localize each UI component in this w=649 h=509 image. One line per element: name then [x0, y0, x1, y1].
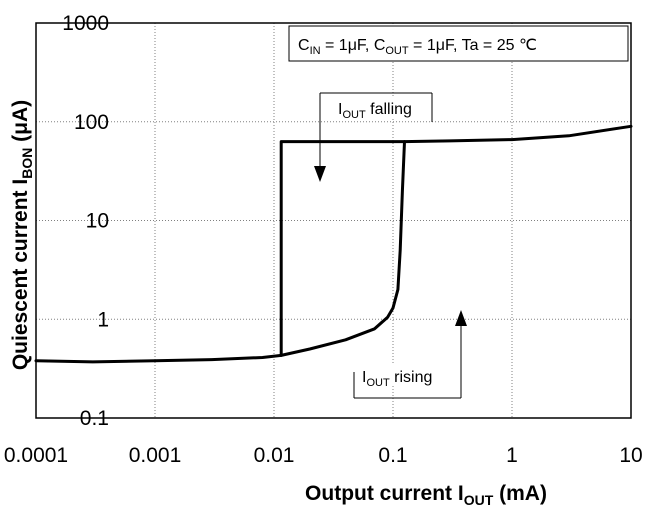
- series-line-rising: [34, 124, 633, 364]
- x-tick-label: 0.001: [129, 444, 182, 467]
- y-axis-title-sub: BON: [19, 148, 35, 179]
- rising-arrow-head: [455, 310, 467, 326]
- falling-label-text: falling: [366, 101, 412, 118]
- falling-arrow-head: [314, 166, 326, 182]
- cout-value: = 1μF, Ta = 25 ℃: [409, 37, 537, 54]
- falling-label-i: I: [338, 101, 342, 118]
- series-line-falling: [279, 140, 406, 357]
- cout-sub: OUT: [385, 45, 409, 57]
- falling-annotation: IOUT falling: [314, 92, 435, 182]
- conditions-box: [288, 25, 629, 62]
- falling-label: IOUT falling: [338, 101, 412, 121]
- falling-label-sub: OUT: [342, 109, 366, 121]
- x-tick-label: 0.1: [378, 444, 407, 467]
- x-tick-label: 1: [506, 444, 518, 467]
- falling-label-bg: [335, 97, 435, 119]
- rising-label: IOUT rising: [362, 369, 432, 389]
- y-tick-label: 1: [97, 308, 109, 331]
- rising-label-text: rising: [390, 369, 433, 386]
- cin-sub: IN: [310, 45, 321, 57]
- series-group: [34, 124, 633, 364]
- y-tick-label: 100: [74, 111, 109, 134]
- x-axis-title-unit: (mA): [493, 482, 547, 505]
- y-tick-label: 1000: [62, 12, 109, 35]
- conditions-text: CIN = 1μF, COUT = 1μF, Ta = 25 ℃: [298, 37, 537, 57]
- y-axis-title-main: Quiescent current I: [9, 179, 32, 370]
- plot-frame: [35, 22, 632, 419]
- cout-label: C: [374, 37, 386, 54]
- y-tick-label: 0.1: [80, 407, 109, 430]
- rising-label-bg: [358, 364, 458, 386]
- cin-value: = 1μF,: [321, 37, 374, 54]
- cin-label: C: [298, 37, 310, 54]
- x-tick-label: 0.01: [254, 444, 295, 467]
- y-tick-label: 10: [86, 210, 109, 233]
- x-axis-title-main: Output current I: [305, 482, 464, 505]
- tick-labels: 0.0001 0.001 0.01 0.1 1 10 0.1 1 10 100 1000: [4, 12, 643, 467]
- grid-lines: [36, 23, 631, 418]
- y-axis-title: Quiescent current IBON (μA): [9, 100, 35, 370]
- rising-label-i: I: [362, 369, 366, 386]
- rising-annotation: IOUT rising: [353, 310, 467, 399]
- x-tick-label: 10: [619, 444, 642, 467]
- rising-label-sub: OUT: [366, 377, 390, 389]
- x-tick-label: 0.0001: [4, 444, 68, 467]
- y-axis-title-unit: (μA): [9, 100, 32, 148]
- x-axis-title: Output current IOUT (mA): [305, 482, 547, 508]
- x-axis-title-sub: OUT: [464, 492, 494, 508]
